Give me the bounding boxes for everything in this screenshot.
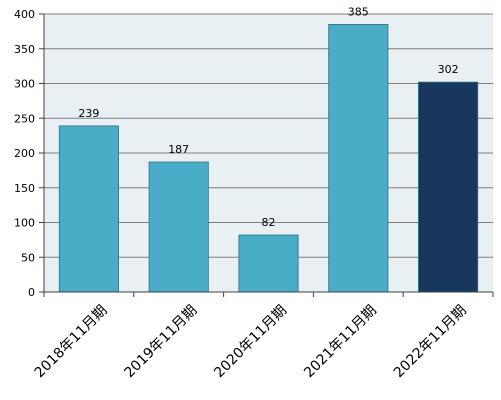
- y-tick-label: 200: [14, 147, 35, 160]
- x-tick-label-1: 2018年11月期: [32, 302, 111, 381]
- bar-2: [148, 161, 209, 293]
- y-tick-label: 50: [21, 251, 35, 264]
- bar-4: [328, 24, 389, 293]
- y-tick-label: 350: [14, 43, 35, 56]
- data-label-3: 82: [262, 216, 276, 229]
- y-tick-label: 150: [14, 182, 35, 195]
- data-labels: 239 187 82 385 302: [78, 5, 458, 229]
- y-tick-label: 300: [14, 78, 35, 91]
- data-label-5: 302: [438, 63, 459, 76]
- bars: [58, 24, 479, 293]
- y-tick-label: 250: [14, 112, 35, 125]
- x-tick-label-5: 2022年11月期: [391, 302, 470, 381]
- data-label-4: 385: [348, 5, 369, 18]
- data-label-2: 187: [168, 143, 189, 156]
- x-axis-tick-labels: 2018年11月期 2019年11月期 2020年11月期 2021年11月期 2022…: [32, 302, 470, 381]
- data-label-1: 239: [78, 107, 99, 120]
- y-axis-tick-labels: 0 50 100 150 200 250 300 350 400: [14, 8, 35, 299]
- bar-1: [58, 125, 119, 293]
- x-tick-label-2: 2019年11月期: [122, 302, 201, 381]
- x-tick-label-4: 2021年11月期: [301, 302, 380, 381]
- y-tick-label: 0: [28, 286, 35, 299]
- axes: [39, 13, 494, 297]
- y-tick-label: 100: [14, 217, 35, 230]
- y-tick-label: 400: [14, 8, 35, 21]
- bar-3: [238, 234, 299, 293]
- bar-5: [418, 81, 479, 293]
- x-tick-label-3: 2020年11月期: [211, 302, 290, 381]
